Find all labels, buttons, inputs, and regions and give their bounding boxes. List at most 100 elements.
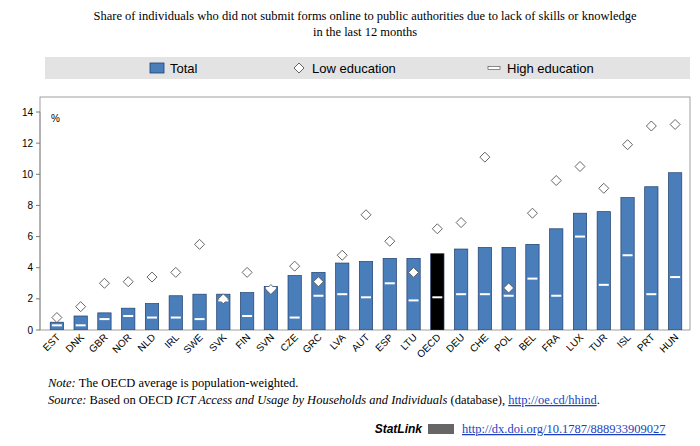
bar [645, 187, 658, 330]
bar [50, 322, 63, 330]
source-part: Source: [48, 393, 86, 407]
source-part: http://oe.cd/hhind [508, 393, 597, 407]
high-education-marker [646, 293, 656, 295]
statlink-label: StatLink [375, 422, 424, 436]
x-tick-label: SWE [181, 331, 205, 355]
high-education-marker [313, 295, 323, 297]
low-education-marker [670, 119, 680, 129]
plot-marks [50, 119, 682, 330]
x-tick-label: CHE [468, 331, 491, 354]
statlink-url: http://dx.doi.org/10.1787/888933909027 [462, 422, 666, 436]
chart-root: Share of individuals who did not submit … [0, 0, 700, 446]
low-education-marker [575, 162, 585, 172]
bar [98, 313, 111, 330]
high-education-marker [195, 318, 205, 320]
x-tick-label: POL [492, 331, 514, 353]
y-tick [36, 330, 40, 331]
bar [74, 316, 87, 330]
statlink-icon [428, 424, 454, 434]
low-education-marker [52, 313, 62, 323]
y-tick [36, 298, 40, 299]
legend-label: Low education [312, 61, 396, 76]
source: Source: Based on OECD ICT Access and Usa… [48, 393, 600, 407]
low-education-marker [99, 278, 109, 288]
x-tick-label: TUR [587, 332, 609, 354]
low-education-marker [195, 239, 205, 249]
y-tick-label: 12 [22, 138, 34, 149]
high-education-marker [551, 295, 561, 297]
bar [240, 293, 253, 330]
low-education-marker [218, 294, 228, 304]
low-education-marker [646, 121, 656, 131]
low-education-marker [527, 208, 537, 218]
bar [359, 261, 372, 330]
y-axis [40, 112, 41, 330]
low-education-marker [456, 218, 466, 228]
bar [169, 296, 182, 330]
bar [407, 258, 420, 330]
x-tick-label: NOR [110, 332, 134, 356]
y-tick [36, 205, 40, 206]
y-tick [36, 236, 40, 237]
title: Share of individuals who did not submit … [94, 9, 637, 23]
bar [193, 294, 206, 330]
high-education-marker [409, 299, 419, 301]
x-tick-label: GRC [300, 332, 324, 356]
low-education-marker [432, 224, 442, 234]
bar [383, 258, 396, 330]
high-education-marker [76, 324, 86, 326]
x-tick-label: SVN [254, 332, 276, 354]
legend-swatch [150, 63, 164, 73]
y-tick [36, 143, 40, 144]
x-tick-label: BEL [517, 331, 538, 352]
source-part: Based on OECD [86, 393, 176, 407]
x-tick-label: OECD [415, 332, 443, 360]
legend-box [45, 57, 690, 79]
high-education-marker [52, 324, 62, 326]
x-tick-label: ESP [373, 331, 395, 353]
high-education-marker [171, 317, 181, 319]
high-education-marker [456, 293, 466, 295]
bar [454, 249, 467, 330]
high-education-marker [242, 315, 252, 317]
source-part: ICT Access and Usage by Households and I… [175, 393, 448, 407]
high-education-marker [337, 293, 347, 295]
high-education-marker [266, 287, 276, 289]
x-tick-label: IRL [162, 331, 181, 350]
x-tick-label: HUN [657, 332, 680, 355]
bar [431, 254, 444, 330]
high-education-marker [527, 278, 537, 280]
x-tick-label: DNK [63, 331, 86, 354]
low-education-marker [290, 261, 300, 271]
bar [526, 244, 539, 330]
note: Note: The OECD average is population-wei… [47, 376, 298, 390]
high-education-marker [670, 276, 680, 278]
low-education-marker [409, 267, 419, 277]
bar [668, 173, 681, 330]
plot-frame [40, 97, 690, 330]
x-tick-label: FRA [540, 331, 562, 353]
bar [288, 276, 301, 331]
x-tick-label: AUT [349, 332, 371, 354]
low-education-marker [147, 272, 157, 282]
y-tick [36, 112, 40, 113]
high-education-marker [99, 318, 109, 320]
high-education-marker [290, 317, 300, 319]
y-tick-label: 14 [22, 107, 34, 118]
bar [573, 213, 586, 330]
high-education-marker [385, 282, 395, 284]
bar [597, 212, 610, 330]
low-education-marker [313, 277, 323, 287]
x-tick-label: CZE [278, 331, 300, 353]
low-education-marker [480, 152, 490, 162]
high-education-marker [575, 236, 585, 238]
high-education-marker [504, 295, 514, 297]
bar [550, 229, 563, 330]
low-education-marker [123, 277, 133, 287]
bar [502, 247, 515, 330]
y-tick-label: 6 [27, 231, 33, 242]
high-education-marker [123, 315, 133, 317]
high-education-marker [218, 299, 228, 301]
y-tick-label: 0 [27, 325, 33, 336]
bar [145, 304, 158, 330]
